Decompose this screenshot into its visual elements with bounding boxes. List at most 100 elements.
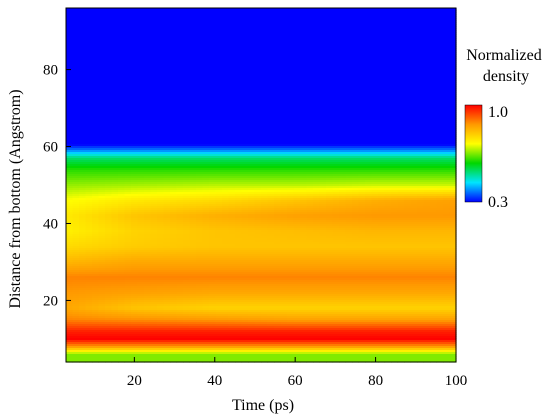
heatmap-cell bbox=[410, 48, 418, 51]
heatmap-cell bbox=[183, 38, 191, 41]
heatmap-cell bbox=[222, 44, 230, 47]
heatmap-cell bbox=[319, 78, 327, 81]
heatmap-cell bbox=[144, 92, 152, 95]
heatmap-cell bbox=[449, 52, 457, 55]
heatmap-cell bbox=[254, 8, 262, 11]
heatmap-cell bbox=[144, 20, 152, 23]
heatmap-cell bbox=[202, 38, 210, 41]
heatmap-cell bbox=[196, 22, 204, 25]
heatmap-cell bbox=[196, 46, 204, 49]
heatmap-cell bbox=[384, 36, 392, 39]
heatmap-cell bbox=[267, 18, 275, 21]
heatmap-cell bbox=[241, 22, 249, 25]
heatmap-cell bbox=[267, 76, 275, 79]
heatmap-cell bbox=[176, 10, 184, 13]
heatmap-cell bbox=[371, 36, 379, 39]
heatmap-cell bbox=[449, 84, 457, 87]
heatmap-cell bbox=[300, 16, 308, 19]
heatmap-cell bbox=[137, 58, 145, 61]
heatmap-cell bbox=[313, 34, 321, 37]
heatmap-cell bbox=[261, 20, 269, 23]
heatmap-cell bbox=[183, 88, 191, 91]
heatmap-cell bbox=[111, 84, 119, 87]
heatmap-cell bbox=[430, 72, 438, 75]
heatmap-cell bbox=[261, 90, 269, 93]
heatmap-cell bbox=[241, 76, 249, 79]
heatmap-cell bbox=[163, 92, 171, 95]
heatmap-cell bbox=[430, 62, 438, 65]
heatmap-cell bbox=[332, 50, 340, 53]
heatmap-cell bbox=[92, 56, 100, 59]
heatmap-cell bbox=[111, 12, 119, 15]
heatmap-cell bbox=[124, 44, 132, 47]
heatmap-cell bbox=[85, 42, 93, 45]
heatmap-cell bbox=[319, 40, 327, 43]
heatmap-cell bbox=[404, 24, 412, 27]
heatmap-cell bbox=[215, 10, 223, 13]
heatmap-cell bbox=[417, 84, 425, 87]
heatmap-cell bbox=[449, 80, 457, 83]
heatmap-cell bbox=[430, 32, 438, 35]
heatmap-cell bbox=[417, 58, 425, 61]
heatmap-cell bbox=[222, 20, 230, 23]
heatmap-cell bbox=[170, 24, 178, 27]
heatmap-cell bbox=[365, 82, 373, 85]
heatmap-cell bbox=[189, 56, 197, 59]
heatmap-cell bbox=[202, 76, 210, 79]
heatmap-cell bbox=[72, 34, 80, 37]
heatmap-cell bbox=[410, 62, 418, 65]
heatmap-cell bbox=[79, 84, 87, 87]
heatmap-cell bbox=[449, 78, 457, 81]
heatmap-cell bbox=[365, 76, 373, 79]
heatmap-cell bbox=[170, 76, 178, 79]
heatmap-cell bbox=[196, 16, 204, 19]
heatmap-cell bbox=[150, 48, 158, 51]
heatmap-cell bbox=[248, 68, 256, 71]
heatmap-cell bbox=[371, 74, 379, 77]
heatmap-cell bbox=[163, 60, 171, 63]
heatmap-cell bbox=[79, 64, 87, 67]
heatmap-cell bbox=[183, 16, 191, 19]
heatmap-cell bbox=[261, 78, 269, 81]
heatmap-cell bbox=[124, 68, 132, 71]
heatmap-cell bbox=[118, 14, 126, 17]
heatmap-cell bbox=[358, 68, 366, 71]
heatmap-cell bbox=[72, 70, 80, 73]
heatmap-cell bbox=[92, 62, 100, 65]
heatmap-cell bbox=[423, 26, 431, 29]
heatmap-cell bbox=[274, 40, 282, 43]
heatmap-cell bbox=[378, 54, 386, 57]
heatmap-cell bbox=[365, 14, 373, 17]
heatmap-cell bbox=[92, 64, 100, 67]
heatmap-cell bbox=[319, 58, 327, 61]
heatmap-cell bbox=[378, 92, 386, 95]
heatmap-cell bbox=[215, 58, 223, 61]
heatmap-cell bbox=[157, 52, 165, 55]
heatmap-cell bbox=[124, 20, 132, 23]
heatmap-cell bbox=[72, 76, 80, 79]
heatmap-cell bbox=[189, 38, 197, 41]
heatmap-cell bbox=[397, 26, 405, 29]
heatmap-cell bbox=[365, 28, 373, 31]
heatmap-cell bbox=[261, 92, 269, 95]
heatmap-cell bbox=[235, 86, 243, 89]
heatmap-cell bbox=[105, 12, 113, 15]
heatmap-cell bbox=[202, 32, 210, 35]
heatmap-cell bbox=[397, 90, 405, 93]
heatmap-cell bbox=[189, 92, 197, 95]
heatmap-cell bbox=[66, 80, 74, 83]
heatmap-cell bbox=[228, 24, 236, 27]
heatmap-cell bbox=[287, 40, 295, 43]
heatmap-cell bbox=[228, 42, 236, 45]
heatmap-cell bbox=[293, 80, 301, 83]
heatmap-cell bbox=[332, 72, 340, 75]
heatmap-cell bbox=[391, 74, 399, 77]
heatmap-cell bbox=[105, 38, 113, 41]
heatmap-cell bbox=[436, 44, 444, 47]
heatmap-cell bbox=[371, 88, 379, 91]
heatmap-cell bbox=[137, 72, 145, 75]
heatmap-cell bbox=[72, 56, 80, 59]
heatmap-cell bbox=[358, 38, 366, 41]
heatmap-cell bbox=[404, 54, 412, 57]
heatmap-cell bbox=[222, 48, 230, 51]
